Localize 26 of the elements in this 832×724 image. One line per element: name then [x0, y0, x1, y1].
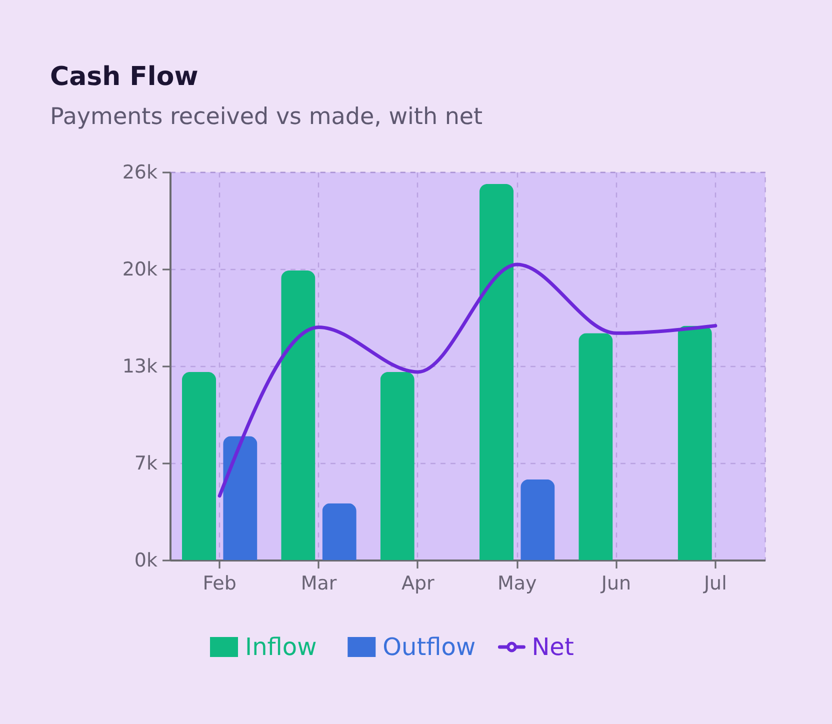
y-tick-label: 20k: [122, 258, 158, 280]
bar: [578, 333, 613, 560]
y-tick-label: 26k: [122, 162, 158, 184]
y-tick-label: 13k: [122, 356, 158, 378]
x-tick-label: Mar: [300, 572, 337, 594]
legend-label: Inflow: [245, 633, 317, 661]
chart-subtitle: Payments received vs made, with net: [50, 104, 483, 130]
x-tick-label: Jun: [600, 572, 632, 594]
x-tick-label: Jul: [702, 572, 727, 594]
line-series: [218, 262, 718, 498]
bar: [322, 503, 356, 560]
bar: [380, 372, 414, 560]
bar: [182, 372, 216, 560]
x-tick-label: Feb: [202, 572, 236, 594]
bar: [520, 479, 555, 560]
bar: [678, 326, 712, 560]
bar: [479, 184, 514, 560]
legend-label: Net: [532, 633, 574, 661]
x-tick-label: May: [497, 572, 537, 594]
x-tick-label: Apr: [401, 572, 435, 594]
chart-title: Cash Flow: [50, 62, 198, 92]
legend-label: Outflow: [382, 633, 476, 661]
bar: [281, 270, 316, 560]
y-tick-label: 0k: [134, 550, 158, 572]
bar: [223, 436, 258, 560]
y-tick-label: 7k: [134, 452, 158, 474]
